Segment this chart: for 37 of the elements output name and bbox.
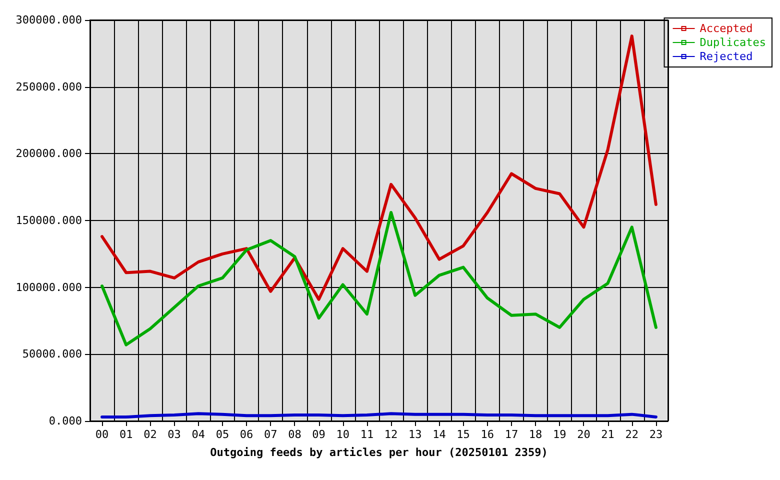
x-tick-label: 23 bbox=[649, 428, 663, 441]
x-tick-label: 09 bbox=[312, 428, 326, 441]
x-tick-label: 11 bbox=[360, 428, 374, 441]
x-tick-label: 03 bbox=[168, 428, 181, 441]
x-tick-label: 14 bbox=[432, 428, 446, 441]
line-series bbox=[100, 34, 658, 301]
x-tick-label: 16 bbox=[480, 428, 494, 441]
y-tick-label: 150000.000 bbox=[16, 214, 82, 227]
x-tick-label: 12 bbox=[384, 428, 398, 441]
x-tick-label: 22 bbox=[625, 428, 638, 441]
y-tick-label: 100000.000 bbox=[16, 280, 82, 294]
x-tick-label: 18 bbox=[528, 428, 542, 441]
x-tick-label: 01 bbox=[120, 428, 133, 441]
x-tick-label: 13 bbox=[408, 428, 422, 441]
y-tick-label: 250000.000 bbox=[16, 80, 82, 94]
x-tick-label: 15 bbox=[456, 428, 470, 441]
x-tick-label: 19 bbox=[553, 428, 566, 441]
x-axis-title: Outgoing feeds by articles per hour (20250101 2359) bbox=[210, 446, 548, 459]
y-tick-label: 50000.000 bbox=[22, 348, 82, 361]
x-tick-label: 05 bbox=[216, 428, 230, 441]
legend-label: Rejected bbox=[700, 50, 753, 63]
line-series bbox=[100, 210, 658, 346]
x-tick-label: 08 bbox=[288, 428, 302, 441]
x-tick-label: 07 bbox=[264, 428, 278, 441]
x-tick-label: 06 bbox=[240, 428, 254, 441]
x-tick-label: 10 bbox=[336, 428, 350, 441]
y-tick-label: 0.000 bbox=[48, 414, 82, 428]
y-tick-label: 200000.000 bbox=[16, 147, 82, 160]
legend-label: Duplicates bbox=[700, 36, 766, 49]
x-tick-label: 17 bbox=[504, 428, 518, 441]
x-tick-label: 21 bbox=[601, 428, 614, 441]
x-tick-label: 00 bbox=[95, 428, 109, 441]
x-tick-label: 02 bbox=[144, 428, 157, 441]
x-tick-label: 04 bbox=[192, 428, 206, 441]
legend-label: Accepted bbox=[700, 22, 753, 35]
x-tick-label: 20 bbox=[577, 428, 590, 441]
y-tick-label: 300000.000 bbox=[16, 14, 82, 26]
